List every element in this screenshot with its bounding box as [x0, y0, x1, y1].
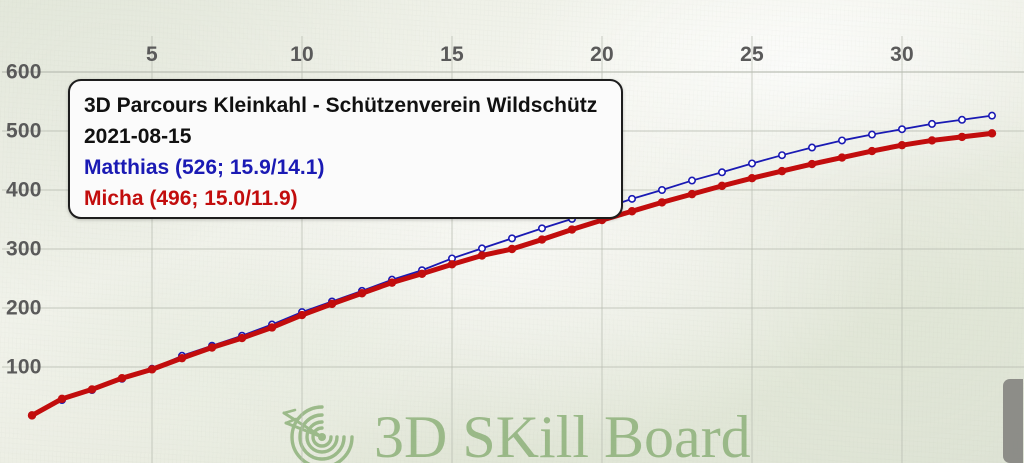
y-tick-label: 200 — [6, 296, 42, 320]
chart-data-point — [627, 194, 636, 203]
chart-data-point — [687, 189, 697, 199]
chart-data-point — [717, 181, 727, 191]
x-tick-label: 5 — [146, 43, 158, 66]
chart-data-point — [117, 374, 127, 383]
chart-data-point — [717, 168, 726, 177]
chart-data-point — [957, 115, 966, 124]
chart-data-point — [87, 385, 97, 394]
chart-data-point — [267, 323, 277, 332]
chart-data-point — [177, 353, 187, 363]
chart-data-point — [687, 176, 696, 185]
y-tick-label: 100 — [6, 355, 42, 379]
vertical-scrollbar-thumb[interactable] — [1003, 379, 1023, 463]
y-tick-label: 400 — [6, 178, 42, 202]
chart-data-point — [897, 125, 906, 134]
chart-data-point — [447, 260, 457, 269]
chart-data-point — [57, 394, 67, 404]
chart-data-point — [567, 225, 577, 234]
chart-data-point — [867, 130, 876, 139]
chart-data-point — [987, 111, 996, 120]
chart-data-point — [537, 235, 547, 244]
chart-data-point — [297, 310, 307, 320]
chart-data-point — [777, 166, 787, 176]
chart-data-point — [837, 153, 847, 162]
x-tick-label: 15 — [440, 43, 464, 66]
chart-data-point — [477, 251, 487, 260]
x-tick-label: 10 — [290, 43, 314, 66]
legend-series-micha: Micha (496; 15.0/11.9) — [84, 187, 298, 210]
chart-data-point — [807, 159, 817, 169]
legend-date: 2021-08-15 — [84, 125, 192, 148]
chart-data-point — [957, 132, 967, 142]
chart-series-micha — [27, 129, 997, 420]
chart-data-point — [747, 159, 756, 168]
chart-data-point — [477, 244, 486, 253]
chart-data-point — [657, 198, 667, 207]
y-tick-label: 300 — [6, 237, 42, 261]
chart-data-point — [237, 333, 247, 343]
chart-data-point — [147, 365, 157, 374]
chart-data-point — [927, 119, 936, 128]
chart-data-point — [327, 299, 337, 309]
chart-data-point — [657, 186, 666, 195]
y-tick-label: 600 — [6, 60, 42, 84]
chart-legend-box[interactable]: 3D Parcours Kleinkahl - Schützenverein W… — [68, 79, 623, 219]
chart-data-point — [507, 244, 517, 254]
chart-data-point — [807, 143, 816, 152]
x-tick-label: 25 — [740, 43, 764, 66]
legend-title: 3D Parcours Kleinkahl - Schützenverein W… — [84, 94, 598, 117]
chart-data-point — [747, 174, 757, 183]
chart-data-point — [897, 140, 907, 150]
chart-series-layer — [27, 111, 997, 420]
chart-data-point — [27, 411, 37, 420]
x-tick-label: 20 — [590, 43, 614, 66]
chart-data-point — [357, 289, 367, 298]
chart-data-point — [507, 234, 516, 243]
chart-data-point — [537, 224, 546, 233]
chart-data-point — [867, 146, 877, 156]
chart-data-point — [987, 129, 997, 138]
y-tick-label: 500 — [6, 119, 42, 143]
chart-data-point — [627, 207, 637, 216]
chart-data-point — [207, 343, 217, 352]
chart-data-point — [387, 278, 397, 287]
x-tick-label: 30 — [890, 43, 914, 66]
chart-data-point — [837, 136, 846, 145]
chart-data-point — [417, 269, 427, 278]
legend-series-matthias: Matthias (526; 15.9/14.1) — [84, 156, 325, 179]
chart-data-point — [927, 136, 937, 145]
chart-data-point — [777, 151, 786, 160]
